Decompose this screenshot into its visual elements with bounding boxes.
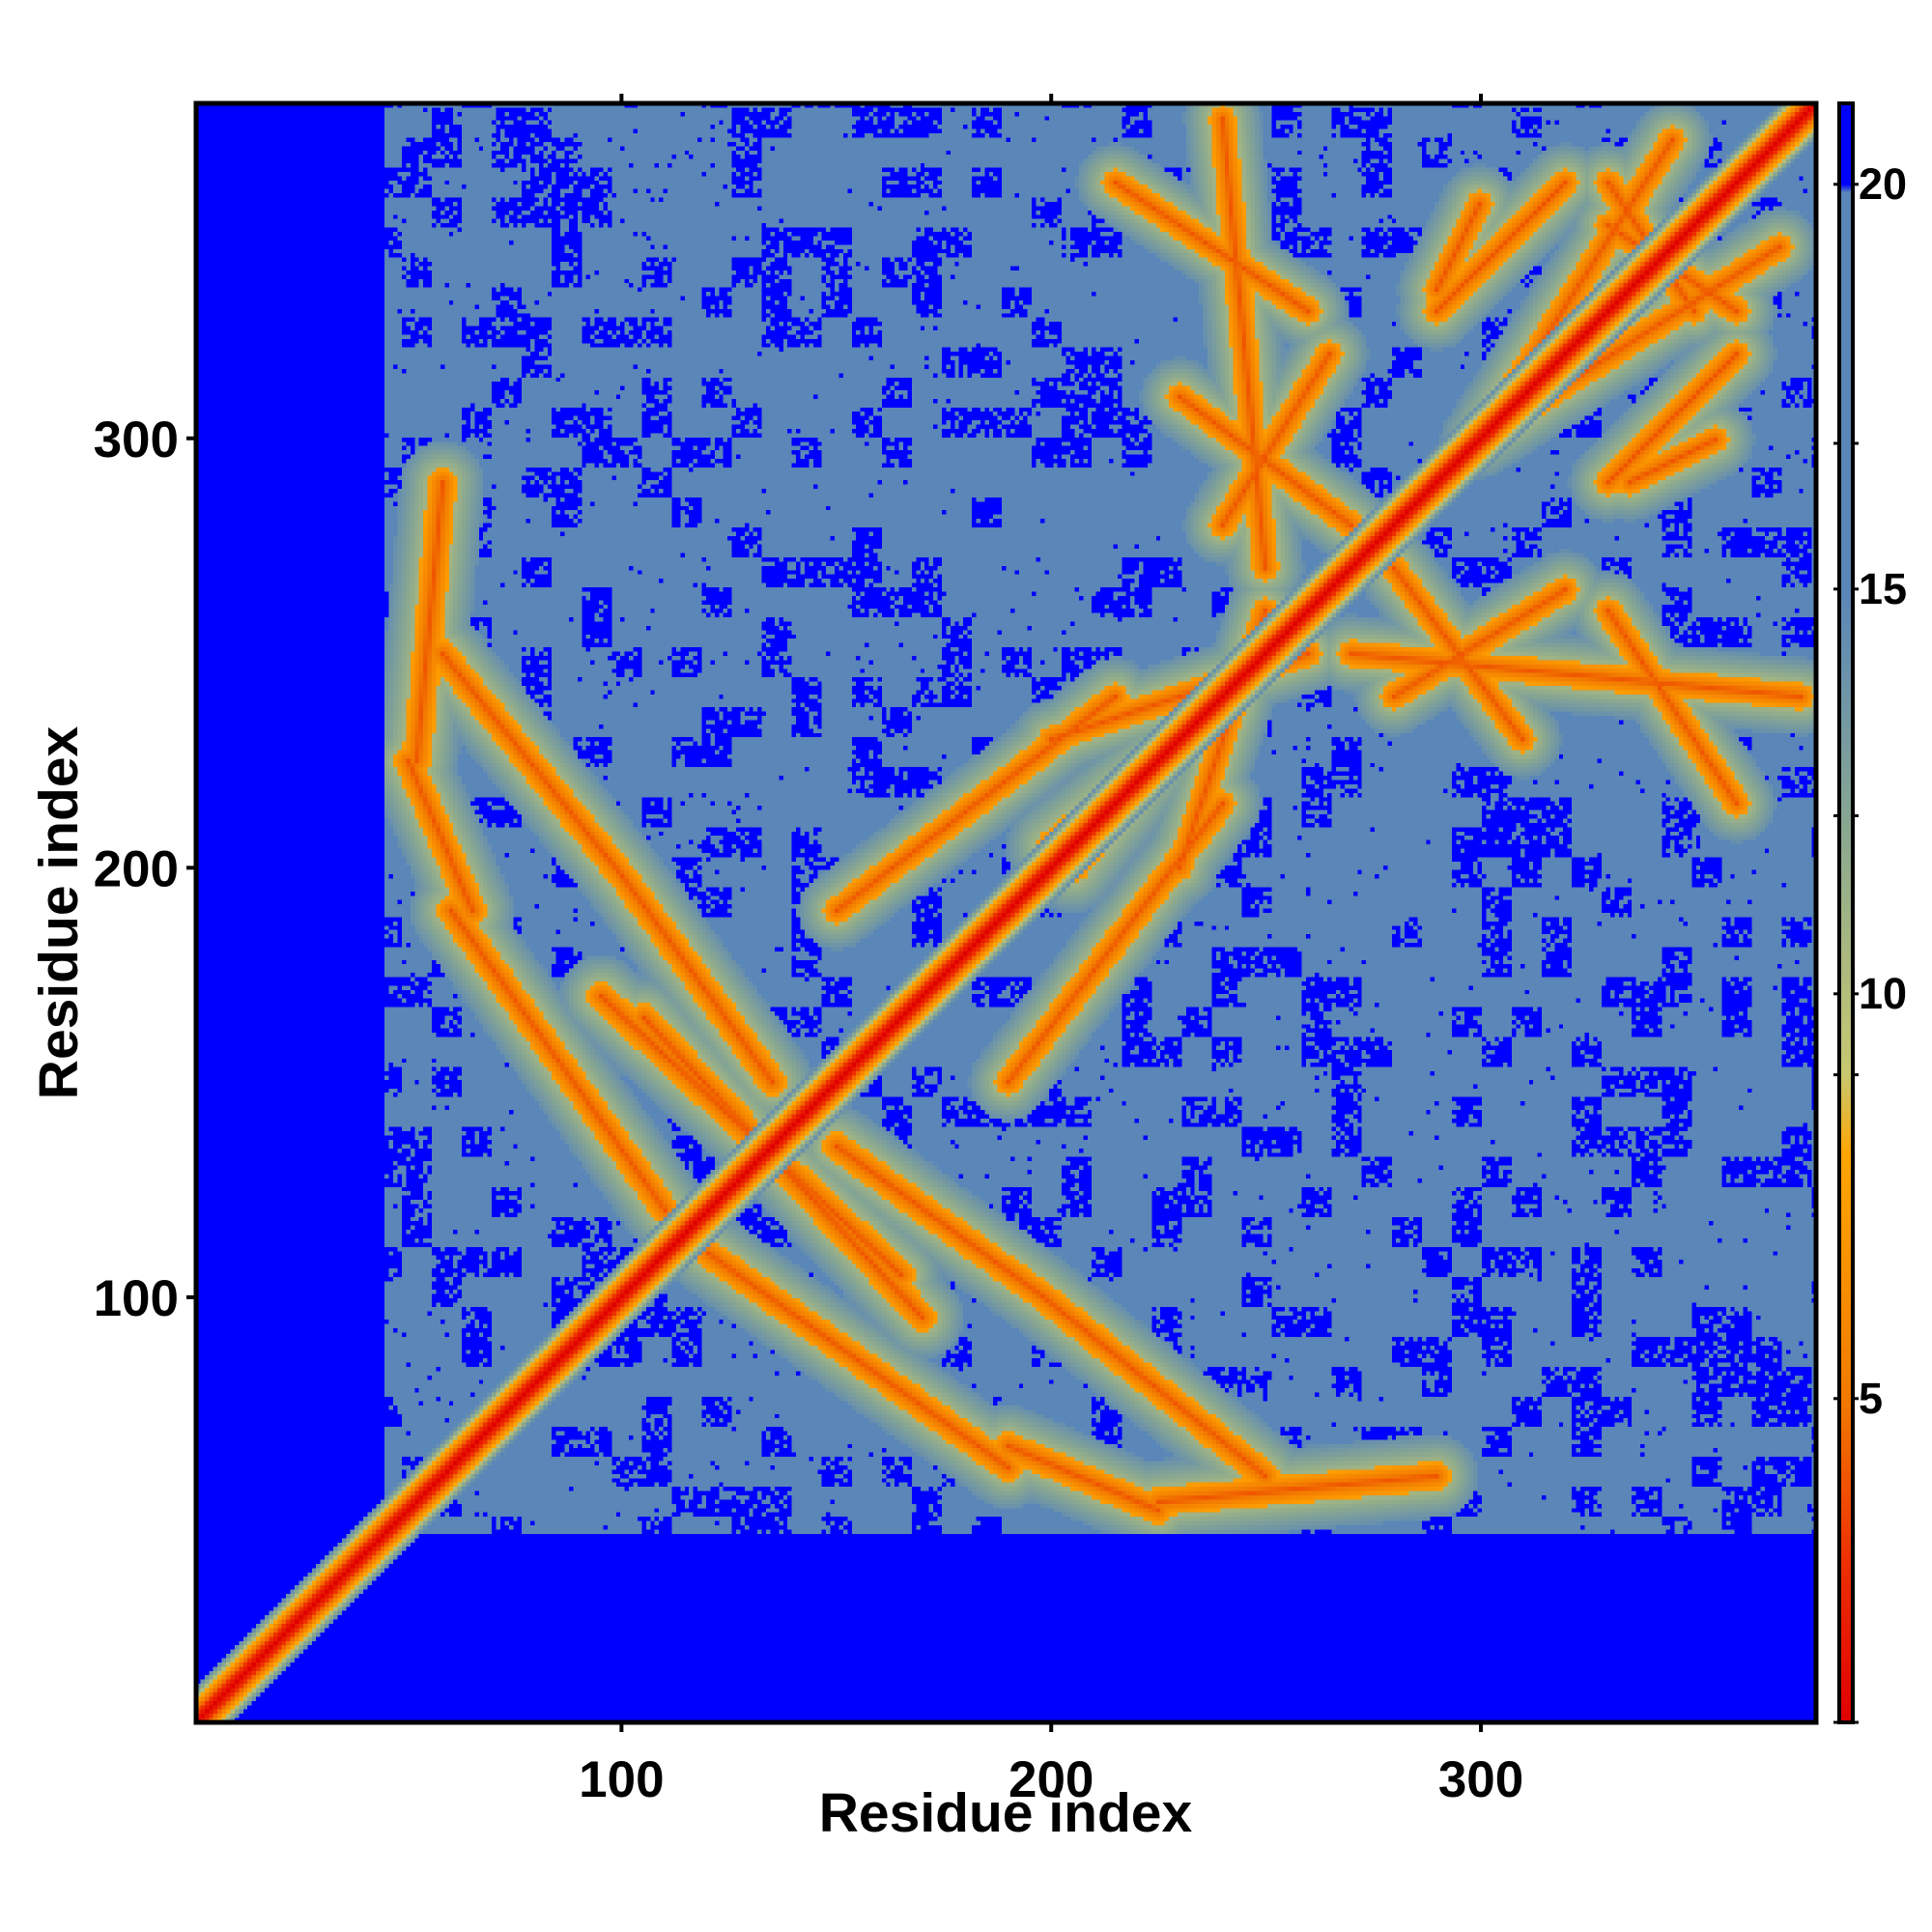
x-axis: 100 200 300 (579, 94, 1523, 1808)
colorbar-tick-label: 10 (1859, 969, 1907, 1018)
plot-frame (193, 100, 1819, 1725)
colorbar-ticks: 5 10 15 20 (1833, 159, 1907, 1724)
x-tick-label: 100 (579, 1751, 664, 1808)
heatmap-cells (196, 103, 1816, 1722)
x-tick-label: 300 (1438, 1751, 1523, 1808)
y-axis-label: Residue index (28, 725, 90, 1099)
x-axis-label: Residue index (819, 1782, 1193, 1844)
colorbar-tick-label: 15 (1859, 564, 1907, 613)
y-tick-label: 100 (94, 1270, 179, 1327)
heatmap-image (196, 103, 1816, 1722)
x-tick-label: 200 (1009, 1751, 1094, 1808)
colorbar-tick-label: 20 (1859, 159, 1907, 209)
colorbar (1837, 101, 1855, 1724)
y-tick-label: 300 (94, 412, 179, 469)
y-axis: 100 200 300 (94, 412, 196, 1327)
y-tick-label: 200 (94, 840, 179, 897)
colorbar-tick-label: 5 (1859, 1374, 1883, 1423)
